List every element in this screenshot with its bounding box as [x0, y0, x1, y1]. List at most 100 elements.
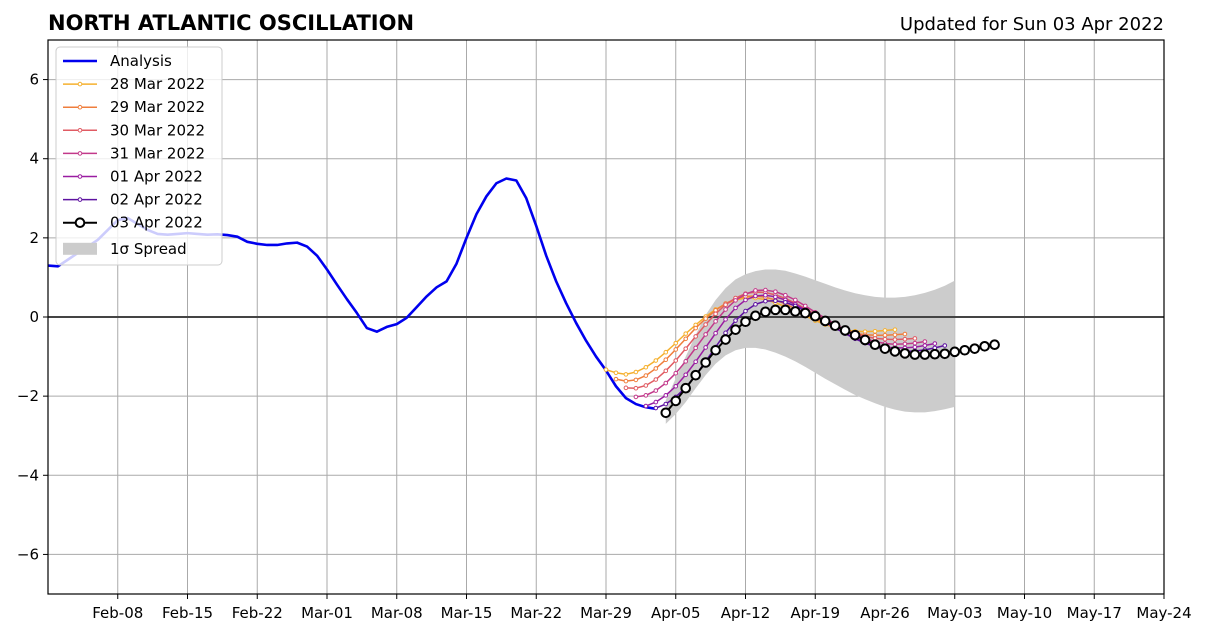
forecast-point [683, 372, 689, 378]
forecast-point [703, 332, 708, 337]
forecast-point [703, 316, 708, 321]
forecast-point [653, 366, 659, 371]
forecast-point [902, 331, 908, 337]
y-tick-label: 4 [29, 150, 39, 168]
y-tick-label: −2 [17, 387, 39, 405]
forecast-point [653, 405, 659, 411]
forecast-point [902, 341, 908, 347]
latest-forecast-point [949, 346, 961, 358]
forecast-point [773, 294, 778, 300]
latest-forecast-point [780, 304, 791, 316]
latest-forecast-point [680, 382, 692, 394]
legend-label: 02 Apr 2022 [110, 191, 203, 209]
latest-forecast-point [859, 334, 871, 346]
latest-forecast-point [700, 357, 711, 368]
forecast-point [882, 336, 888, 342]
latest-forecast-point [889, 346, 901, 357]
legend: Analysis 28 Mar 2022 29 Mar 2022 30 Mar 202… [55, 46, 223, 266]
legend-marker [77, 81, 83, 87]
forecast-point [723, 307, 728, 312]
forecast-point [783, 292, 788, 298]
latest-forecast-point [750, 310, 761, 322]
forecast-point [653, 399, 659, 405]
legend-entry: 02 Apr 2022 [63, 191, 203, 209]
legend-marker [74, 217, 86, 228]
latest-forecast-point [839, 325, 851, 336]
latest-forecast-point [819, 315, 831, 327]
x-tick-label: May-24 [1136, 604, 1191, 622]
forecast-point [912, 336, 918, 341]
forecast-point [663, 401, 669, 407]
forecast-point [922, 343, 928, 348]
forecast-point [633, 369, 639, 375]
forecast-point [613, 376, 619, 382]
legend-entry: 01 Apr 2022 [63, 168, 203, 186]
forecast-point [763, 298, 768, 304]
legend-label: 28 Mar 2022 [110, 75, 205, 93]
legend-entry: 1σ Spread [63, 240, 187, 258]
latest-forecast-point [979, 340, 990, 352]
forecast-point [713, 311, 718, 317]
legend-swatch [63, 242, 97, 255]
forecast-point [673, 383, 679, 389]
x-tick-label: Apr-12 [721, 604, 771, 622]
forecast-point [942, 343, 948, 348]
legend-marker [77, 104, 83, 110]
forecast-point [743, 308, 748, 314]
forecast-point [723, 317, 728, 322]
latest-forecast-point [909, 349, 921, 360]
forecast-point [673, 358, 679, 363]
forecast-point [633, 377, 639, 383]
forecast-point [892, 327, 898, 332]
y-tick-label: −4 [17, 466, 39, 484]
forecast-point [683, 336, 689, 342]
legend-marker [77, 174, 83, 179]
forecast-point [643, 383, 649, 388]
forecast-point [733, 298, 738, 303]
forecast-point [882, 328, 888, 333]
x-tick-label: Mar-01 [301, 604, 353, 622]
forecast-point [613, 370, 619, 376]
latest-forecast-point [919, 349, 931, 360]
forecast-point [932, 341, 938, 346]
forecast-point [623, 372, 629, 377]
legend-label: 29 Mar 2022 [110, 98, 205, 116]
forecast-point [773, 289, 778, 294]
forecast-point [663, 393, 669, 398]
forecast-point [643, 403, 649, 409]
latest-forecast-point [690, 369, 701, 381]
forecast-point [673, 347, 679, 352]
legend-entry: 28 Mar 2022 [63, 75, 205, 93]
forecast-point [653, 358, 659, 363]
x-tick-label: Apr-05 [651, 604, 701, 622]
x-tick-label: Feb-22 [232, 604, 283, 622]
forecast-point [713, 307, 718, 313]
forecast-point [673, 340, 679, 346]
x-tick-label: Mar-29 [580, 604, 632, 622]
forecast-point [763, 287, 768, 293]
forecast-point [693, 325, 698, 331]
forecast-point [693, 334, 698, 339]
x-tick-label: Apr-26 [860, 604, 910, 622]
forecast-point [723, 302, 728, 308]
forecast-point [743, 291, 748, 297]
forecast-point [683, 346, 689, 351]
forecast-point [643, 364, 649, 370]
latest-forecast-point [869, 339, 881, 351]
x-tick-label: Mar-08 [371, 604, 423, 622]
forecast-point [663, 368, 669, 374]
x-tick-label: May-03 [927, 604, 982, 622]
legend-label: 03 Apr 2022 [110, 214, 203, 232]
legend-label: 01 Apr 2022 [110, 168, 203, 186]
forecast-point [693, 359, 698, 365]
legend-entry: 31 Mar 2022 [63, 144, 205, 162]
latest-forecast-point [959, 344, 971, 356]
y-tick-label: 6 [29, 71, 39, 89]
forecast-point [872, 328, 878, 334]
forecast-point [802, 303, 808, 309]
y-tick-label: 0 [29, 308, 39, 326]
forecast-point [733, 318, 738, 323]
latest-forecast-point [660, 407, 672, 419]
forecast-point [892, 332, 898, 338]
legend-label: 31 Mar 2022 [110, 144, 205, 162]
